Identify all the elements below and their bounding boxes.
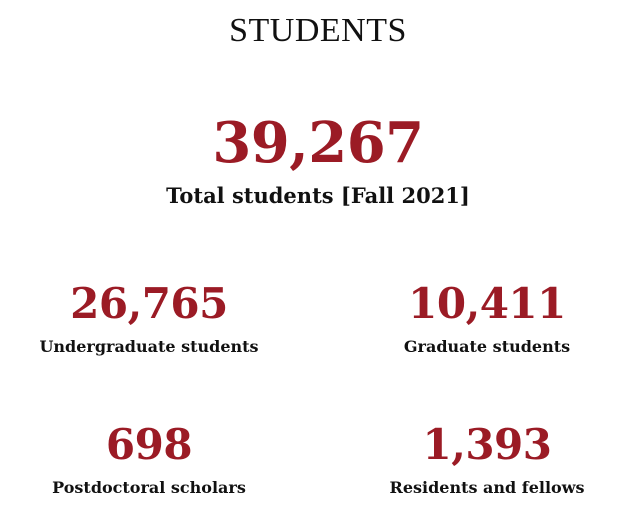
- postdoctoral-stat: 698 Postdoctoral scholars: [0, 420, 298, 498]
- undergraduate-value: 26,765: [70, 279, 228, 328]
- total-students-value: 39,267: [212, 110, 424, 176]
- graduate-stat: 10,411 Graduate students: [338, 279, 636, 357]
- postdoctoral-label: Postdoctoral scholars: [52, 478, 246, 497]
- residents-label: Residents and fellows: [389, 478, 585, 497]
- undergraduate-stat: 26,765 Undergraduate students: [0, 279, 298, 357]
- postdoctoral-value: 698: [105, 420, 193, 469]
- page-title: STUDENTS: [229, 12, 407, 49]
- total-students-label: Total students [Fall 2021]: [166, 183, 470, 208]
- total-students-stat: 39,267 Total students [Fall 2021]: [0, 115, 636, 208]
- undergraduate-label: Undergraduate students: [39, 337, 259, 356]
- graduate-value: 10,411: [408, 279, 566, 328]
- residents-value: 1,393: [422, 420, 552, 469]
- residents-stat: 1,393 Residents and fellows: [338, 420, 636, 498]
- graduate-label: Graduate students: [403, 337, 571, 356]
